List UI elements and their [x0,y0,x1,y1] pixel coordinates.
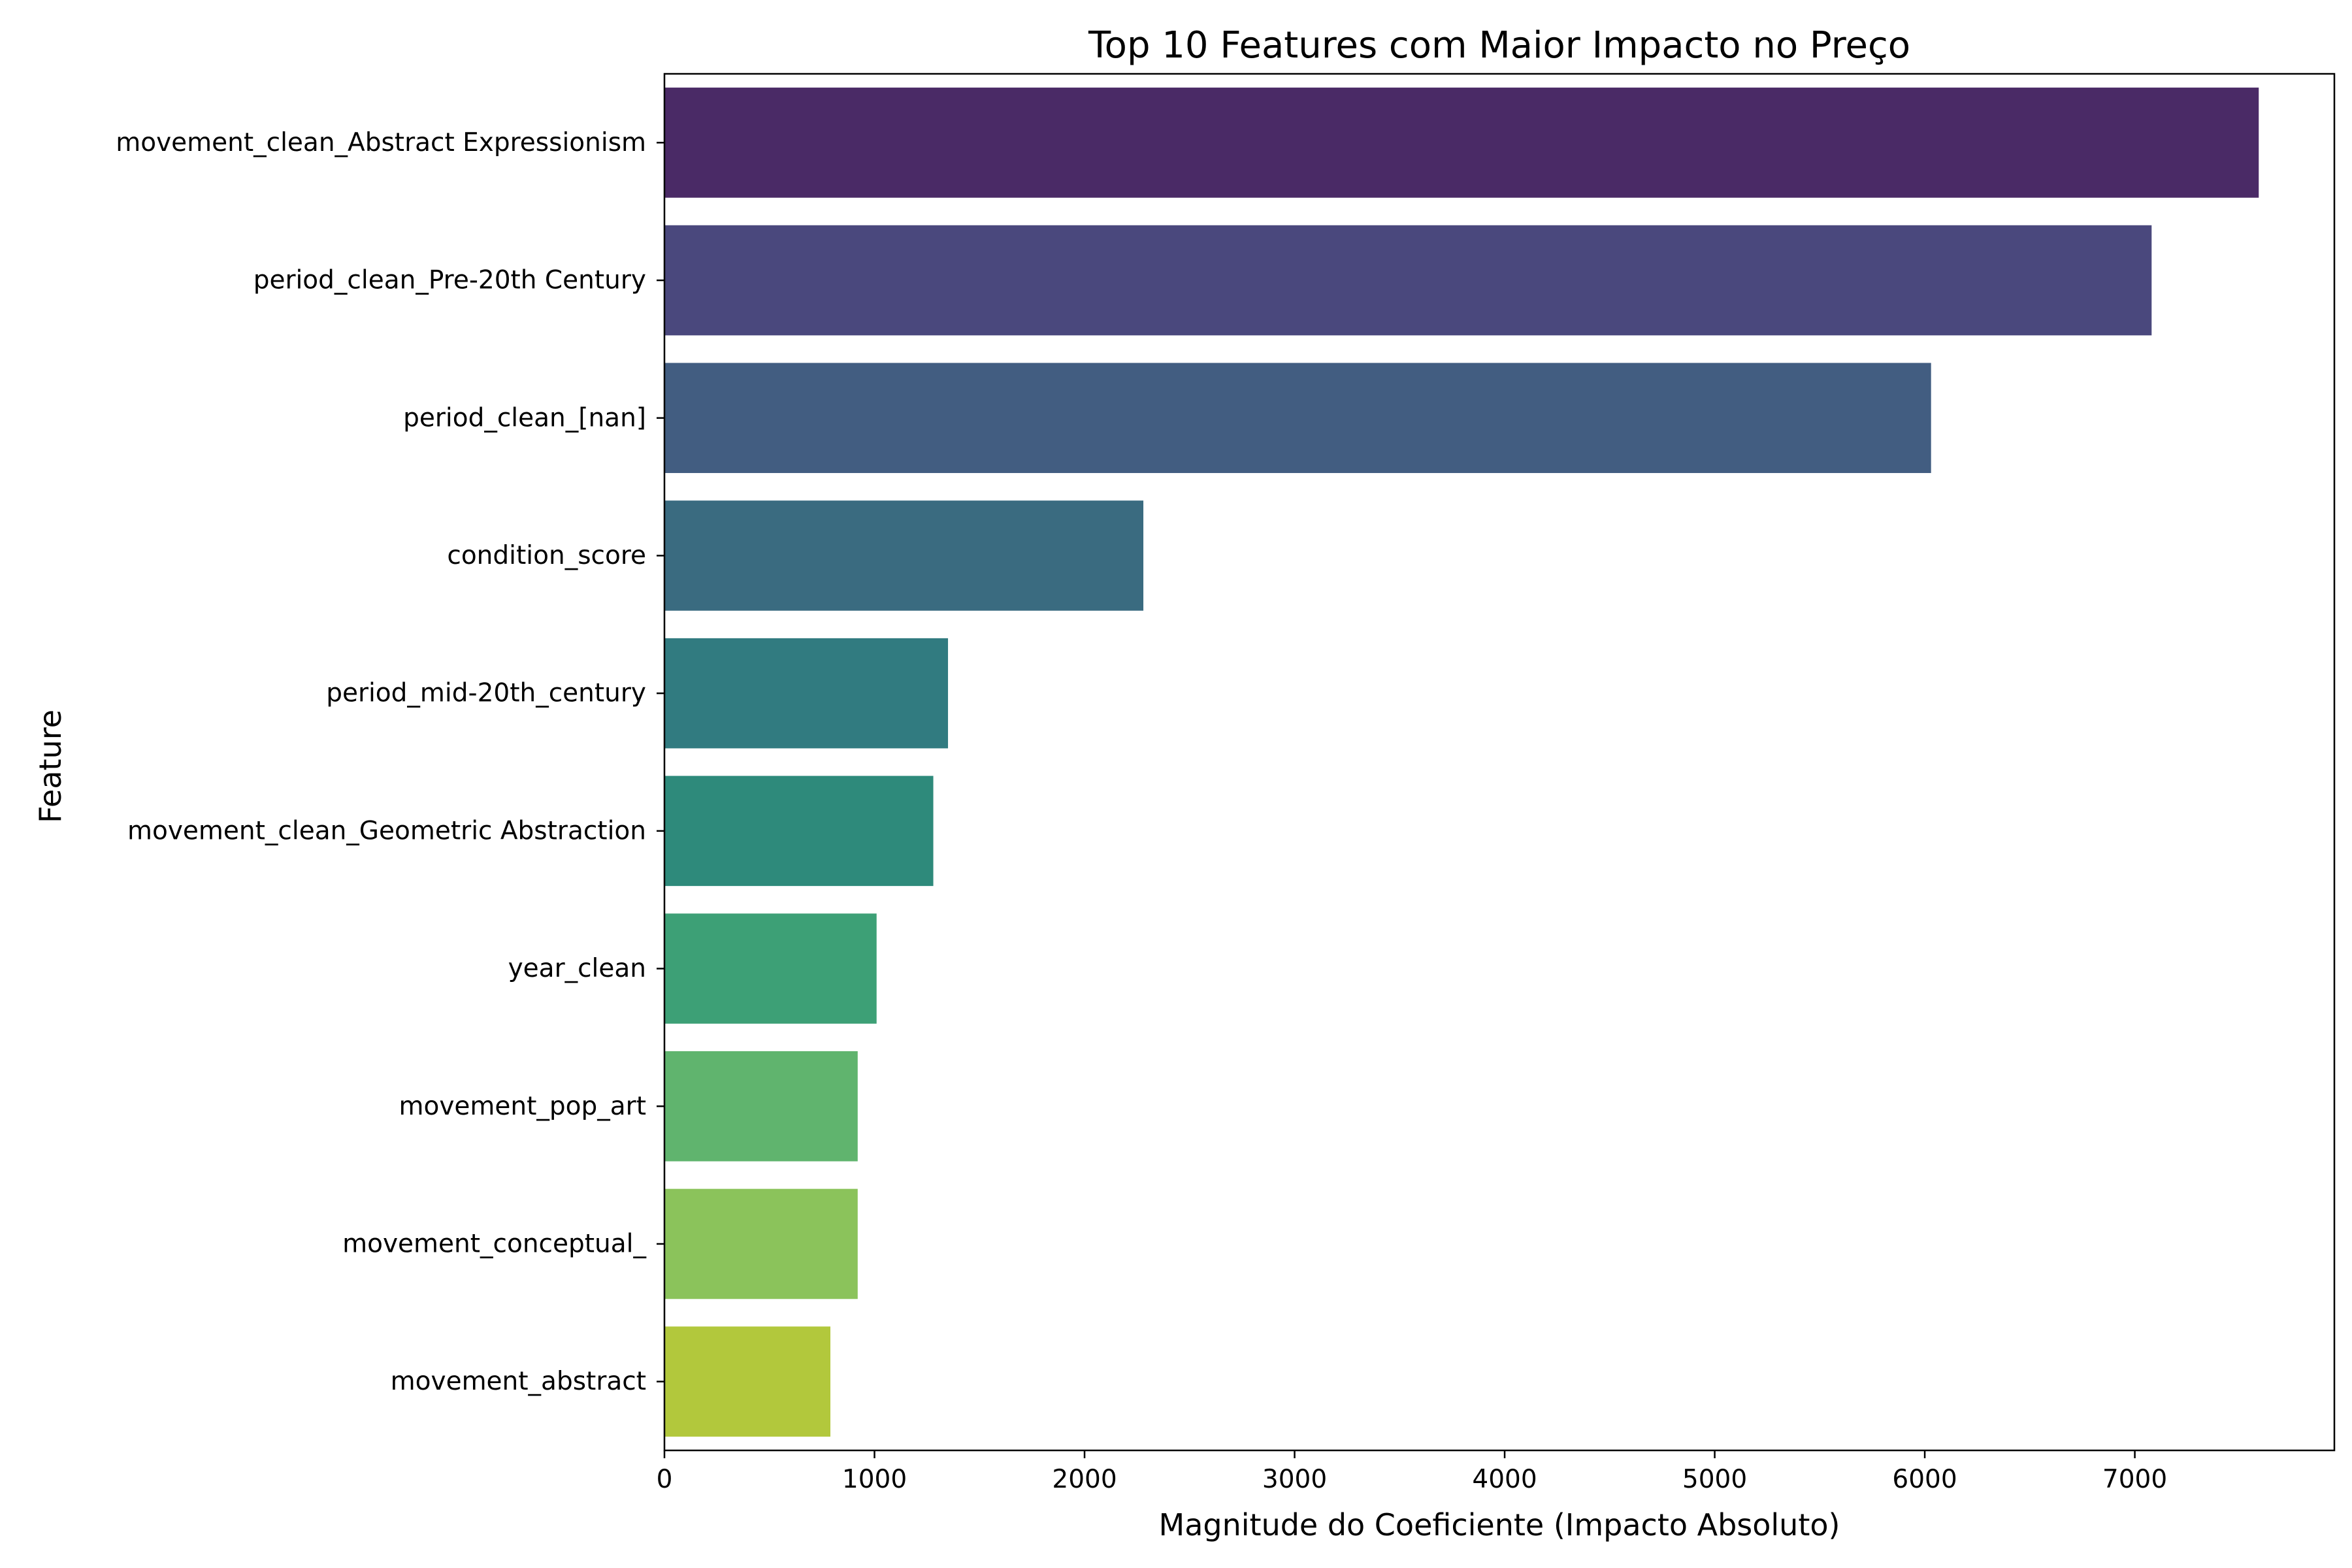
x-tick-label: 7000 [2102,1465,2167,1494]
x-tick-label: 5000 [1682,1465,1747,1494]
bar-4 [664,500,1144,611]
bar-1 [664,88,2259,198]
bar-2 [664,225,2152,336]
bar-8 [664,1051,858,1162]
plot-frame [663,73,2336,1452]
y-tick-label: period_mid-20th_century [326,679,646,708]
x-tick-label: 2000 [1052,1465,1117,1494]
bar-9 [664,1188,858,1299]
x-tick-label: 1000 [842,1465,907,1494]
ticks-layer: movement_clean_Abstract Expressionism per… [116,128,2167,1494]
bar-10 [664,1326,830,1437]
y-tick-label: movement_conceptual_ [342,1229,646,1258]
x-tick-label: 4000 [1472,1465,1537,1494]
axes-layer [663,73,2336,1452]
bar-6 [664,776,934,887]
x-axis-label: Magnitude do Coeficiente (Impacto Absolu… [1159,1507,1840,1543]
y-tick-label: year_clean [508,954,646,983]
y-axis-label: Feature [33,710,68,823]
y-tick-label: period_clean_[nan] [403,403,646,433]
y-tick-label: movement_pop_art [399,1092,646,1121]
y-tick-label: movement_clean_Geometric Abstraction [127,816,646,845]
x-tick-label: 6000 [1892,1465,1957,1494]
bars-layer [664,88,2259,1437]
x-tick-label: 0 [657,1465,673,1494]
bar-5 [664,638,949,749]
y-tick-label: movement_clean_Abstract Expressionism [116,128,646,157]
chart-title: Top 10 Features com Maior Impacto no Pre… [1088,24,1910,67]
y-tick-label: movement_abstract [391,1367,646,1396]
bar-7 [664,913,877,1024]
x-tick-label: 3000 [1262,1465,1327,1494]
y-tick-label: period_clean_Pre-20th Century [253,266,646,295]
y-tick-label: condition_score [447,541,646,570]
bar-3 [664,363,1931,474]
